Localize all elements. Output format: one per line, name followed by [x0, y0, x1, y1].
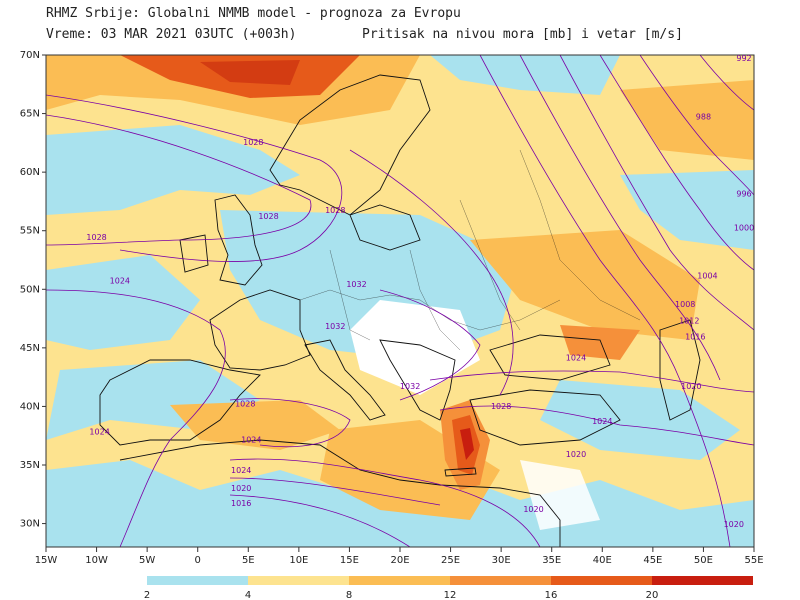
isobar-label: 1020	[523, 505, 543, 514]
legend-color-box	[551, 576, 652, 585]
lon-tick-label: 55E	[744, 555, 763, 566]
lon-tick-label: 30E	[492, 555, 511, 566]
legend-color-box	[652, 576, 753, 585]
isobar-label: 1008	[675, 300, 695, 309]
wind-field-shading	[46, 55, 754, 547]
legend-color-box	[147, 576, 248, 585]
isobar-label: 996	[736, 190, 751, 199]
lat-tick-label: 35N	[20, 460, 40, 471]
lon-tick-label: 50E	[694, 555, 713, 566]
wind-speed-legend: 2 4 8 12 16 20	[144, 576, 753, 600]
isobar-label: 1024	[592, 417, 612, 426]
isobar-label: 1028	[325, 206, 345, 215]
latitude-axis: 70N 65N 60N 55N 50N 45N 40N 35N 30N	[20, 50, 46, 530]
isobar-label: 992	[736, 54, 751, 63]
lon-tick-label: 5W	[139, 555, 155, 566]
lat-tick-label: 50N	[20, 284, 40, 295]
isobar-label: 1024	[241, 436, 261, 445]
isobar-label: 1028	[235, 399, 255, 408]
valid-time: Vreme: 03 MAR 2021 03UTC (+003h)	[46, 27, 297, 42]
lon-tick-label: 15W	[35, 555, 58, 566]
legend-label: 2	[144, 590, 150, 600]
isobar-label: 1028	[86, 233, 106, 242]
legend-label: 16	[545, 590, 558, 600]
lat-tick-label: 60N	[20, 167, 40, 178]
isobar-label: 1020	[681, 382, 701, 391]
lon-tick-label: 25E	[441, 555, 460, 566]
isobar-label: 1024	[89, 428, 109, 437]
legend-color-box	[349, 576, 450, 585]
isobars	[46, 55, 754, 547]
isobar-label: 1032	[400, 382, 420, 391]
chart-title: RHMZ Srbije: Globalni NMMB model - progn…	[46, 6, 461, 21]
lon-tick-label: 10E	[289, 555, 308, 566]
isobar-label: 1020	[724, 520, 744, 529]
lon-tick-label: 40E	[593, 555, 612, 566]
isobar-label: 1020	[231, 484, 251, 493]
isobar-labels: 1028 1028 1028 1028 1024 1032 1032 1032 1028 1028…	[86, 54, 754, 529]
isobar-label: 1004	[697, 272, 717, 281]
isobar-label: 1032	[325, 322, 345, 331]
isobar-label: 1028	[491, 402, 511, 411]
lon-tick-label: 15E	[340, 555, 359, 566]
legend-color-box	[450, 576, 551, 585]
lon-tick-label: 35E	[542, 555, 561, 566]
isobar-label: 1032	[346, 280, 366, 289]
lat-tick-label: 40N	[20, 401, 40, 412]
legend-label: 8	[346, 590, 352, 600]
isobar-label: 1024	[566, 354, 586, 363]
lon-tick-label: 45E	[643, 555, 662, 566]
isobar-label: 1016	[685, 333, 705, 342]
lon-tick-label: 5E	[242, 555, 255, 566]
lat-tick-label: 45N	[20, 343, 40, 354]
isobar-label: 1016	[231, 499, 251, 508]
legend-label: 20	[646, 590, 659, 600]
isobar-label: 988	[696, 112, 711, 121]
legend-color-box	[248, 576, 349, 585]
isobar-label: 1028	[243, 138, 263, 147]
legend-label: 12	[444, 590, 457, 600]
lon-tick-label: 20E	[390, 555, 409, 566]
lat-tick-label: 65N	[20, 109, 40, 120]
lat-tick-label: 55N	[20, 226, 40, 237]
isobar-label: 1024	[231, 466, 251, 475]
longitude-axis: 15W 10W 5W 0 5E 10E 15E 20E 25E 30E 35E 40E 45E 50E 55…	[35, 547, 764, 566]
lat-tick-label: 70N	[20, 50, 40, 61]
country-borders	[299, 149, 641, 351]
isobar-label: 1020	[566, 450, 586, 459]
isobar-label: 1000	[734, 224, 754, 233]
isobar-label: 1024	[110, 276, 130, 285]
lon-tick-label: 0	[195, 555, 201, 566]
field-description: Pritisak na nivou mora [mb] i vetar [m/s…	[362, 27, 683, 42]
lon-tick-label: 10W	[85, 555, 108, 566]
isobar-label: 1028	[258, 212, 278, 221]
isobar-label: 1012	[679, 316, 699, 325]
legend-label: 4	[245, 590, 251, 600]
lat-tick-label: 30N	[20, 519, 40, 530]
